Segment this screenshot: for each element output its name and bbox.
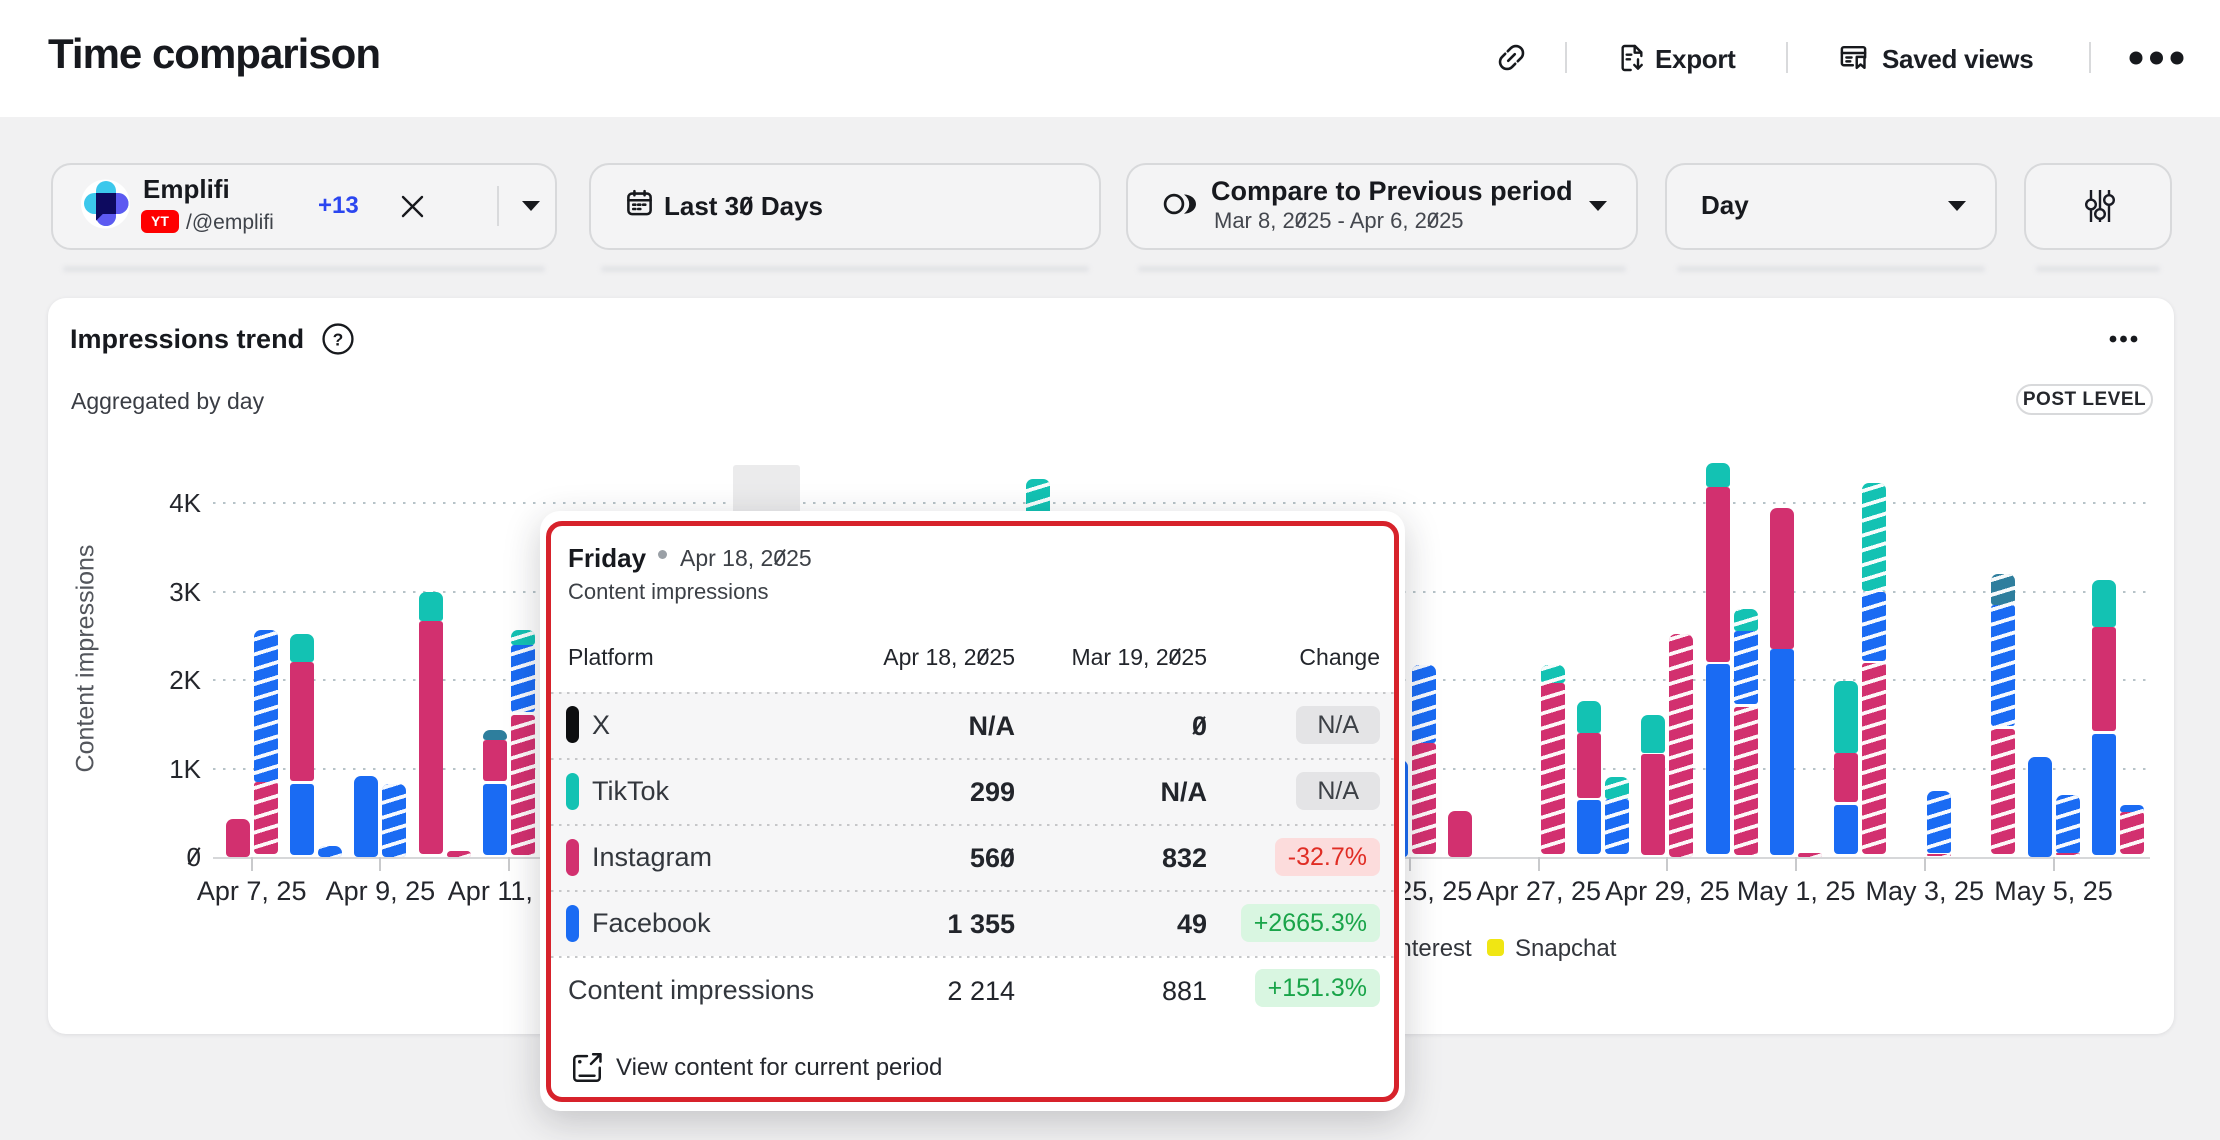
svg-text:?: ?	[333, 329, 344, 349]
